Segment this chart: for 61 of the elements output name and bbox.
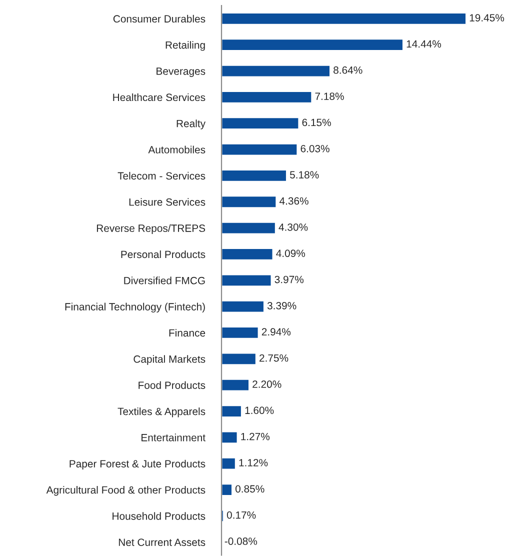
bar bbox=[220, 12, 466, 26]
data-label: 4.36% bbox=[279, 197, 308, 205]
data-label: 0.85% bbox=[236, 485, 264, 493]
data-label: 14.44% bbox=[406, 40, 442, 48]
y-tick-label: Telecom - Services bbox=[118, 172, 206, 180]
y-tick-label: Beverages bbox=[156, 68, 206, 77]
y-tick-label: Consumer Durables bbox=[113, 14, 206, 23]
data-label: 4.09% bbox=[276, 250, 306, 258]
data-label: 5.18% bbox=[290, 171, 319, 178]
data-label: -0.08% bbox=[224, 538, 258, 545]
data-label: 2.20% bbox=[252, 380, 282, 388]
data-label: 1.12% bbox=[239, 459, 268, 466]
bar bbox=[220, 483, 233, 496]
bar bbox=[220, 300, 265, 314]
y-tick-label: Household Products bbox=[112, 512, 206, 520]
bar bbox=[220, 142, 298, 156]
bar bbox=[220, 430, 238, 444]
bar bbox=[220, 274, 272, 287]
y-tick-label: Realty bbox=[176, 120, 206, 130]
y-tick-label: Leisure Services bbox=[129, 198, 206, 206]
bar bbox=[220, 457, 236, 470]
data-label: 2.75% bbox=[260, 354, 288, 362]
y-tick-label: Capital Markets bbox=[134, 355, 206, 365]
data-label: 2.94% bbox=[262, 328, 291, 336]
bar bbox=[220, 90, 313, 104]
y-tick-label: Textiles & Apparels bbox=[118, 407, 206, 418]
data-label: 1.27% bbox=[241, 432, 270, 440]
bar bbox=[220, 38, 404, 52]
bar bbox=[220, 378, 250, 392]
data-label: 8.64% bbox=[334, 66, 362, 74]
y-tick-label: Financial Technology (Fintech) bbox=[65, 302, 205, 313]
y-tick-label: Reverse Repos/TREPS bbox=[96, 224, 206, 234]
data-label: 4.30% bbox=[278, 223, 308, 231]
bar bbox=[220, 195, 278, 208]
y-tick-label: Net Current Assets bbox=[118, 538, 206, 546]
y-tick-label: Diversified FMCG bbox=[124, 276, 205, 284]
bar bbox=[220, 326, 260, 340]
data-label: 1.60% bbox=[245, 406, 274, 414]
y-tick-label: Agricultural Food & other Products bbox=[46, 486, 206, 496]
y-tick-label: Automobiles bbox=[148, 146, 206, 154]
data-label: 0.17% bbox=[226, 511, 256, 519]
bar bbox=[220, 221, 276, 235]
y-tick-label: Finance bbox=[169, 328, 206, 337]
y-tick-label: Personal Products bbox=[121, 250, 206, 258]
data-label: 19.45% bbox=[470, 14, 504, 22]
bar bbox=[220, 248, 274, 261]
y-tick-label: Entertainment bbox=[142, 434, 206, 442]
bar bbox=[220, 169, 288, 182]
data-label: 6.15% bbox=[302, 118, 331, 126]
bar bbox=[220, 116, 300, 130]
y-tick-label: Paper Forest & Jute Products bbox=[70, 460, 206, 470]
data-label: 3.97% bbox=[274, 276, 304, 284]
data-label: 6.03% bbox=[300, 144, 330, 152]
bar bbox=[220, 352, 257, 366]
bar bbox=[220, 64, 331, 78]
y-tick-label: Healthcare Services bbox=[113, 93, 206, 102]
data-label: 7.18% bbox=[315, 92, 344, 100]
y-tick-label: Retailing bbox=[166, 41, 205, 51]
y-tick-label: Food Products bbox=[138, 381, 206, 389]
data-label: 3.39% bbox=[267, 302, 296, 310]
bar bbox=[220, 404, 242, 418]
